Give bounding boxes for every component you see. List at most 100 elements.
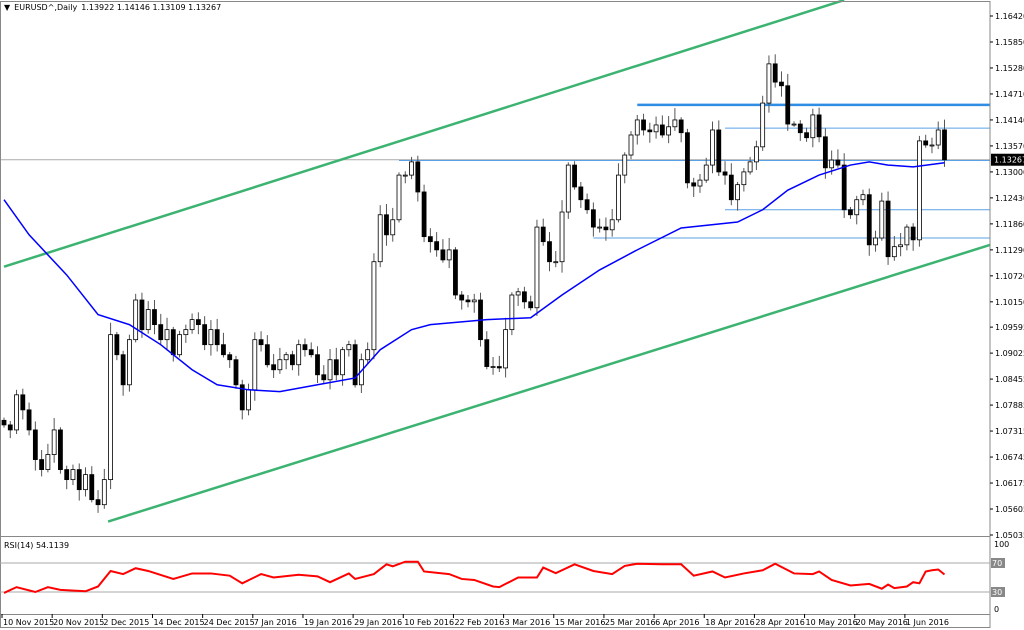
candle-body-bearish	[835, 159, 841, 166]
candle	[195, 312, 201, 335]
date-tick-label: 3 Mar 2016	[505, 618, 551, 627]
candle-body-bearish	[779, 81, 784, 87]
candle-body-bullish	[672, 119, 678, 128]
candle	[352, 339, 358, 388]
candle	[659, 115, 665, 138]
candle	[653, 116, 659, 139]
rsi-tick-label: 0	[994, 605, 999, 614]
candle	[797, 120, 803, 141]
candle-body-bullish	[929, 144, 935, 147]
candle	[848, 207, 853, 219]
candle-body-bearish	[227, 354, 233, 361]
candle-body-bearish	[722, 171, 728, 176]
candle-body-bullish	[616, 174, 621, 221]
candle	[152, 300, 157, 335]
candle	[628, 131, 634, 160]
candle	[377, 205, 383, 268]
candle-body-bullish	[634, 119, 640, 136]
candle-body-bullish	[409, 161, 414, 176]
candle	[189, 313, 195, 334]
candle	[904, 224, 910, 251]
candle-body-bearish	[233, 359, 239, 386]
candle	[308, 342, 314, 358]
candle	[58, 427, 63, 474]
candle-body-bullish	[710, 129, 715, 166]
current-price-label: 1.13267	[994, 156, 1024, 165]
date-tick-label: 25 Mar 2016	[605, 618, 656, 627]
candle-body-bearish	[120, 354, 126, 386]
price-tick-label: 1.15850	[995, 38, 1024, 47]
rsi-tick-label: 70	[992, 559, 1002, 568]
candle	[835, 149, 841, 168]
rsi-level-marker	[991, 587, 1005, 597]
candle	[854, 195, 860, 225]
price-tick-label: 1.09595	[995, 323, 1024, 332]
candle	[108, 322, 113, 490]
candle	[754, 140, 759, 171]
candle	[45, 443, 51, 473]
candle	[1, 417, 7, 428]
candle	[127, 334, 132, 392]
candle	[898, 232, 904, 257]
candle-body-bullish	[177, 334, 182, 356]
candle-body-bearish	[641, 119, 646, 131]
candle	[14, 389, 19, 435]
candle-body-bearish	[32, 429, 38, 460]
candle-body-bullish	[653, 124, 659, 133]
date-tick-label: 10 Nov 2015	[3, 618, 54, 627]
candle-body-bullish	[346, 344, 352, 351]
candle	[942, 119, 947, 167]
candle-body-bearish	[691, 182, 697, 187]
candle-body-bullish	[697, 179, 703, 187]
candle-body-bearish	[522, 291, 527, 303]
candle	[296, 339, 302, 376]
candle-body-bearish	[578, 186, 584, 201]
candle-body-bearish	[76, 469, 82, 491]
candle-body-bearish	[95, 499, 101, 506]
date-tick-label: 29 Jan 2016	[354, 618, 402, 627]
candle	[534, 219, 540, 316]
candle-body-bearish	[885, 200, 891, 258]
candle-body-bearish	[58, 429, 63, 470]
candle-body-bullish	[879, 200, 885, 239]
candle	[509, 292, 515, 336]
candle	[804, 127, 809, 142]
candle	[346, 340, 352, 357]
candle-body-bullish	[390, 219, 396, 236]
ohlc-readout: 1.13922 1.14146 1.13109 1.13267	[81, 3, 222, 12]
candle-body-bearish	[459, 294, 465, 301]
price-tick-label: 1.11860	[995, 220, 1024, 229]
candle	[64, 465, 70, 490]
moving-average-line	[3, 161, 945, 393]
candle-body-bearish	[923, 140, 929, 146]
candle	[597, 218, 603, 233]
candle	[384, 204, 389, 246]
candle-body-bearish	[584, 199, 590, 211]
candle	[841, 153, 847, 218]
candle-body-bearish	[797, 123, 803, 134]
candle-body-bearish	[822, 136, 828, 169]
candle-body-bullish	[446, 249, 452, 261]
candle-body-bullish	[935, 129, 941, 146]
price-tick-label: 1.05605	[995, 505, 1024, 514]
candle	[283, 351, 289, 370]
candle	[572, 161, 577, 190]
price-tick-label: 1.13000	[995, 168, 1024, 177]
candle	[766, 55, 772, 113]
candle	[584, 193, 590, 214]
price-tick-label: 1.07315	[995, 427, 1024, 436]
candle-body-bullish	[760, 102, 766, 148]
triangle-down-icon[interactable]: ▼	[4, 3, 11, 12]
candle	[697, 173, 703, 193]
candle-body-bullish	[490, 366, 496, 368]
candle-body-bullish	[622, 154, 628, 176]
candle-body-bearish	[258, 339, 264, 346]
candle-body-bearish	[804, 132, 809, 139]
candle	[722, 161, 728, 185]
candle-body-bearish	[152, 309, 157, 326]
candle	[409, 156, 414, 180]
candle	[860, 189, 866, 206]
candle	[221, 332, 226, 358]
candle	[603, 217, 609, 241]
